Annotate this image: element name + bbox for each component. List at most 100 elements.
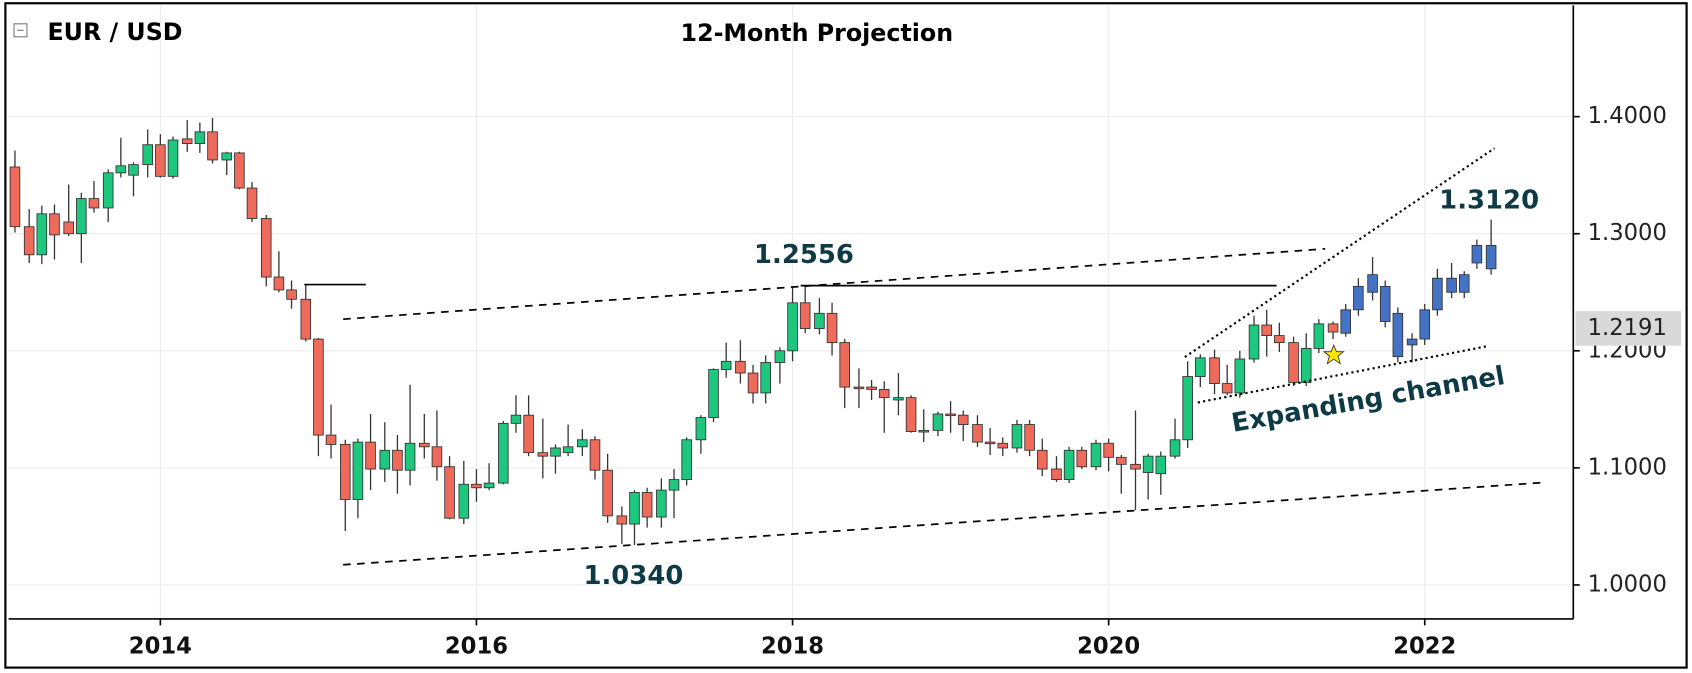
candle-body: [1485, 244, 1497, 270]
channel-upper: [343, 247, 1326, 321]
candle-body: [537, 452, 549, 457]
candle-body: [1432, 277, 1443, 311]
candle-body: [23, 226, 35, 256]
candle-body: [1353, 285, 1364, 311]
candle-body: [260, 218, 272, 278]
candle-body: [972, 424, 983, 443]
candle-body: [799, 302, 811, 329]
candle-body: [246, 187, 258, 219]
candle-body: [787, 302, 798, 352]
candle-body: [1392, 312, 1404, 358]
star: [1322, 344, 1345, 365]
candle-body: [668, 479, 680, 491]
candle-body: [1248, 324, 1260, 360]
candle-body: [379, 449, 391, 470]
candle-body: [181, 138, 193, 144]
chart-title: 12-Month Projection: [681, 19, 954, 47]
candle-body: [155, 144, 166, 177]
candle-body: [945, 413, 956, 417]
candle-body: [63, 221, 74, 235]
candle-body: [9, 166, 21, 228]
candle-body: [905, 397, 917, 433]
candle-body: [1406, 338, 1418, 346]
candle-body: [88, 198, 100, 209]
candle-body: [747, 372, 759, 394]
candle-body: [128, 164, 139, 176]
candle-body: [142, 144, 154, 166]
candle-body: [49, 213, 60, 236]
candle-body: [826, 312, 838, 344]
candle-body: [1130, 463, 1141, 470]
candle-body: [760, 362, 771, 394]
candle-body: [1327, 323, 1339, 333]
candle-body: [76, 198, 87, 235]
candle-body: [562, 446, 574, 454]
candle-body: [1288, 342, 1299, 383]
current-price-box: [1575, 311, 1682, 346]
candle-body: [550, 447, 561, 457]
candle-body: [1209, 357, 1220, 385]
candle-body: [893, 397, 904, 401]
candle-body: [167, 139, 179, 177]
candle-body: [1340, 309, 1352, 334]
candle-body: [1051, 468, 1062, 481]
candle-body: [1036, 449, 1048, 470]
candle-body: [471, 483, 482, 489]
channel-lower: [343, 481, 1544, 566]
candle-body: [616, 515, 628, 525]
annotation: 1.2556: [754, 240, 854, 270]
candle-body: [444, 466, 455, 519]
candle-body: [1142, 455, 1154, 473]
annotation: 1.3120: [1439, 186, 1539, 216]
candle-body: [708, 369, 719, 418]
y-tick-label: 1.0000: [1588, 571, 1667, 597]
y-tick-label: 1.3000: [1588, 220, 1667, 246]
candle-body: [194, 131, 206, 144]
y-tick-label: 1.4000: [1588, 103, 1667, 129]
candle-body: [577, 439, 588, 448]
candle-body: [1274, 335, 1285, 344]
candle-body: [720, 360, 732, 370]
candle-body: [735, 360, 746, 374]
candle-body: [1182, 376, 1193, 441]
candle-body: [1169, 439, 1181, 457]
candle-body: [1076, 449, 1088, 468]
candle-body: [1063, 449, 1075, 481]
candle-body: [1367, 274, 1378, 293]
candle-body: [325, 434, 337, 445]
candle-body: [483, 482, 495, 489]
candle-body: [458, 483, 470, 519]
candles: [9, 117, 1497, 546]
candle-body: [1300, 348, 1312, 383]
x-tick-label: 2022: [1393, 634, 1456, 660]
candle-body: [352, 441, 364, 500]
candle-body: [1090, 442, 1102, 468]
candle-body: [498, 422, 509, 484]
candle-body: [115, 165, 127, 174]
candle-body: [1221, 383, 1233, 394]
candle-body: [1458, 274, 1470, 293]
candle-body: [392, 449, 403, 471]
x-tick-label: 2014: [129, 634, 192, 660]
candle-body: [814, 312, 825, 329]
candle-body: [510, 414, 522, 424]
candle-body: [839, 342, 850, 388]
candle-body: [207, 131, 218, 161]
candle-body: [853, 386, 865, 390]
candle-body: [602, 469, 613, 517]
candle-body: [36, 213, 48, 256]
annotation: 1.0340: [583, 561, 683, 591]
candle-body: [1103, 442, 1114, 458]
candle-body: [589, 439, 601, 471]
collapse-icon[interactable]: [13, 23, 28, 38]
frame: [4, 2, 1688, 669]
candle-body: [102, 172, 114, 209]
candle-body: [419, 442, 430, 448]
candle-body: [932, 413, 944, 431]
expanding-lower: [1197, 345, 1488, 404]
candle-body: [1313, 323, 1325, 349]
candle-body: [1024, 424, 1035, 451]
x-tick-label: 2020: [1077, 634, 1140, 660]
candle-body: [313, 338, 324, 436]
